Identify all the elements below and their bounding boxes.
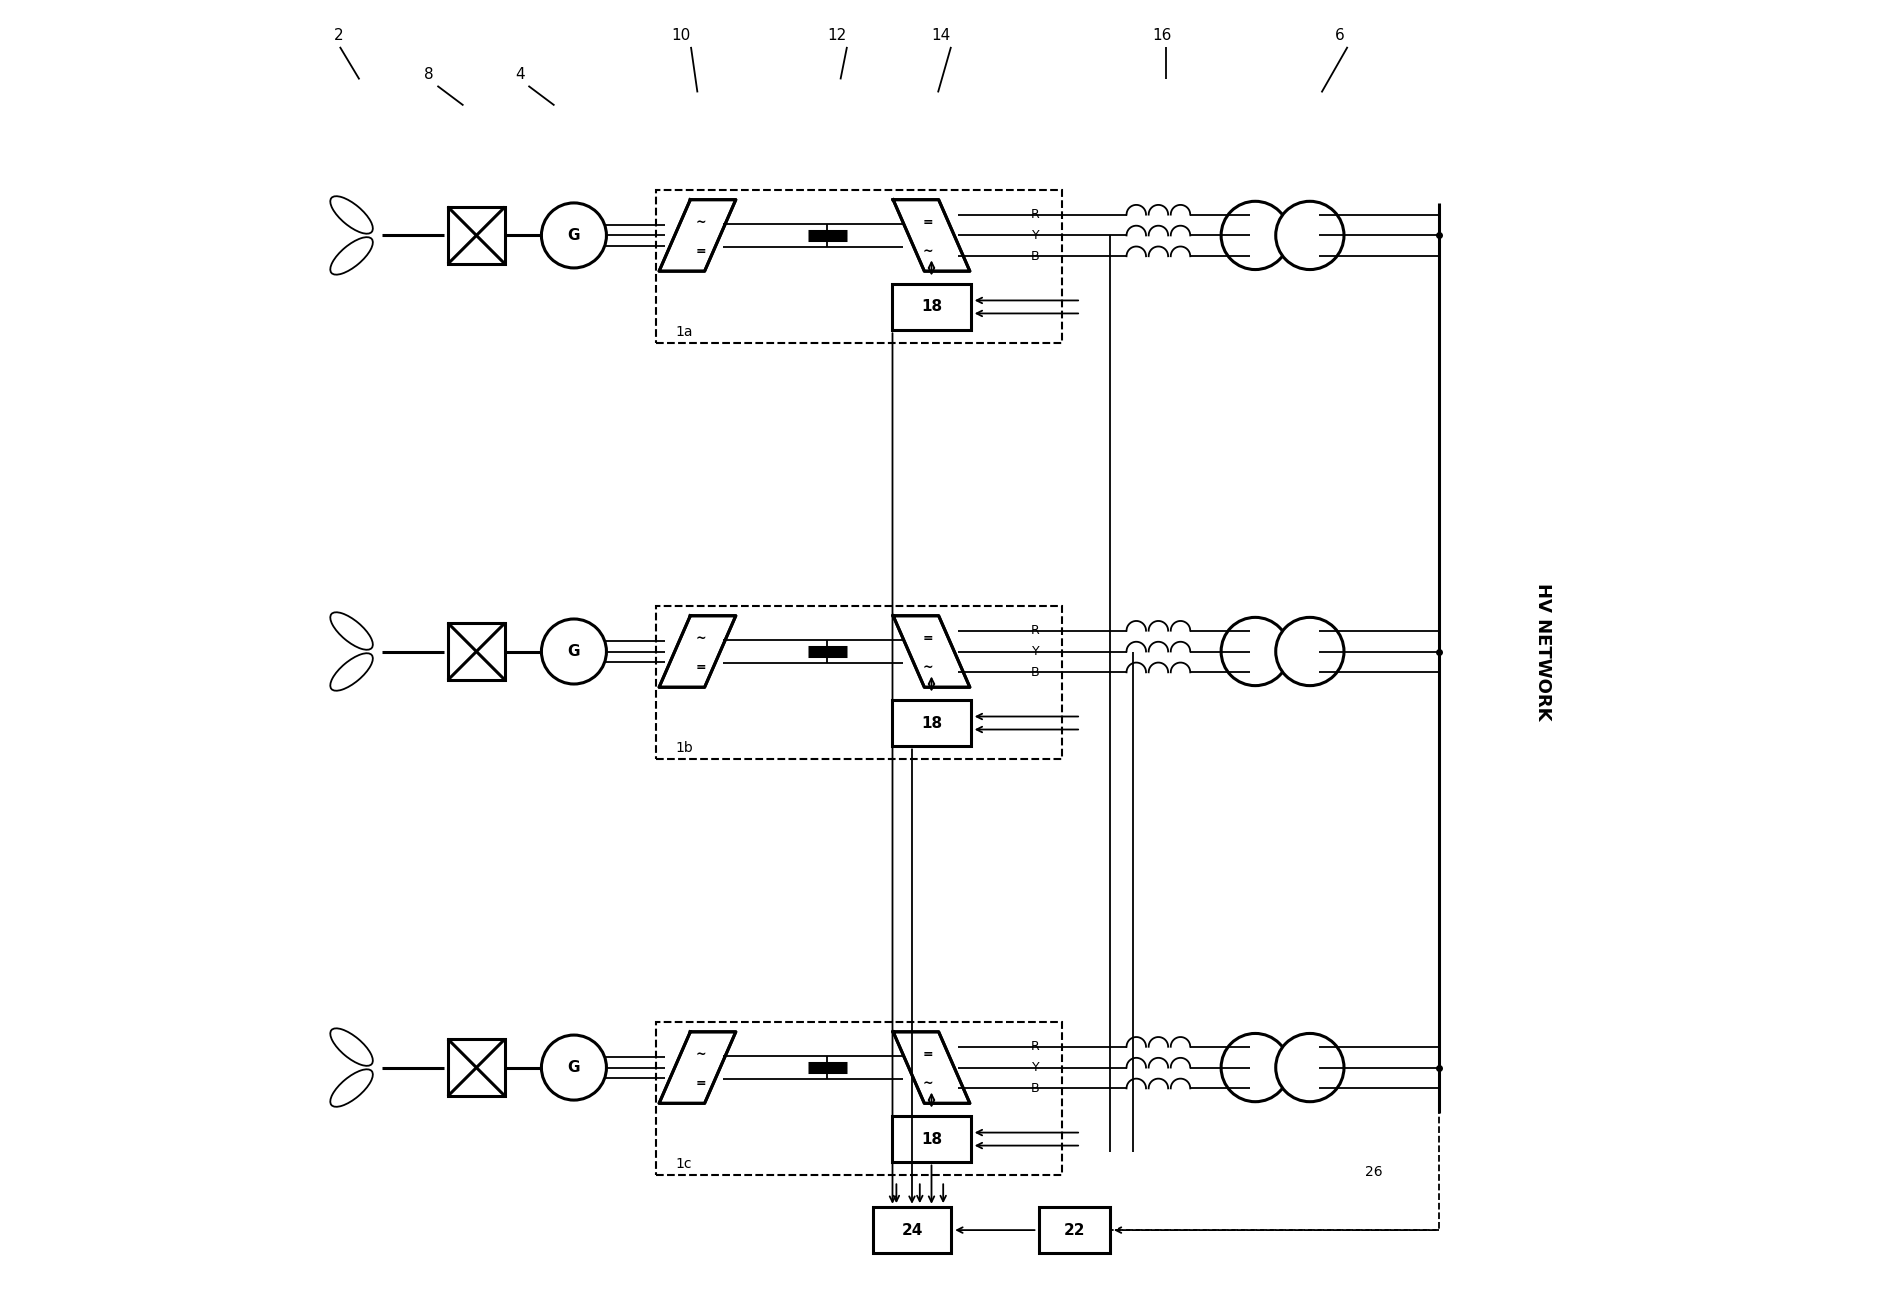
Text: 2: 2 — [332, 29, 344, 43]
Circle shape — [542, 1035, 606, 1100]
Bar — [655, 190, 1062, 343]
Polygon shape — [659, 1032, 737, 1104]
Text: R: R — [1031, 208, 1039, 222]
Text: R: R — [1031, 1040, 1039, 1053]
Text: 22: 22 — [1064, 1222, 1086, 1238]
Text: HV NETWORK: HV NETWORK — [1534, 582, 1551, 721]
Text: 26: 26 — [1364, 1165, 1383, 1179]
Circle shape — [1275, 201, 1343, 270]
Bar — [892, 1117, 971, 1162]
Text: B: B — [1031, 250, 1039, 263]
Text: ~: ~ — [695, 1048, 706, 1061]
Ellipse shape — [331, 237, 372, 275]
Text: G: G — [569, 1061, 580, 1075]
Text: 6: 6 — [1334, 29, 1345, 43]
Text: 18: 18 — [922, 300, 943, 314]
Text: B: B — [1031, 666, 1039, 679]
Bar — [1039, 1208, 1111, 1253]
Bar — [655, 1022, 1062, 1175]
Polygon shape — [659, 616, 737, 687]
Text: ~: ~ — [922, 245, 933, 258]
Ellipse shape — [331, 197, 372, 233]
Text: 8: 8 — [425, 68, 434, 82]
Bar — [448, 207, 504, 265]
Text: =: = — [695, 1076, 706, 1089]
Text: 1c: 1c — [676, 1157, 691, 1171]
Circle shape — [542, 203, 606, 268]
Text: ~: ~ — [695, 632, 706, 645]
Bar — [655, 606, 1062, 758]
Text: 24: 24 — [901, 1222, 922, 1238]
Polygon shape — [659, 199, 737, 271]
Text: Y: Y — [1031, 1061, 1039, 1074]
Polygon shape — [893, 616, 969, 687]
Ellipse shape — [331, 612, 372, 650]
Text: 4: 4 — [516, 68, 525, 82]
Polygon shape — [893, 199, 969, 271]
Text: 12: 12 — [827, 29, 846, 43]
Bar — [448, 623, 504, 680]
Text: ~: ~ — [922, 661, 933, 674]
Text: 1b: 1b — [676, 741, 693, 756]
Text: B: B — [1031, 1081, 1039, 1095]
Text: G: G — [569, 644, 580, 659]
Bar — [448, 1038, 504, 1096]
Text: ~: ~ — [695, 216, 706, 229]
Text: =: = — [922, 632, 933, 645]
Text: G: G — [569, 228, 580, 242]
Bar — [892, 284, 971, 330]
Text: 18: 18 — [922, 715, 943, 731]
Text: 1a: 1a — [676, 326, 693, 339]
Text: =: = — [922, 1048, 933, 1061]
Bar — [873, 1208, 950, 1253]
Circle shape — [1275, 618, 1343, 685]
Ellipse shape — [331, 653, 372, 691]
Text: 10: 10 — [671, 29, 691, 43]
Text: 14: 14 — [931, 29, 950, 43]
Text: Y: Y — [1031, 645, 1039, 658]
Text: Y: Y — [1031, 229, 1039, 242]
Ellipse shape — [331, 1028, 372, 1066]
Circle shape — [1220, 1033, 1290, 1102]
Text: =: = — [695, 661, 706, 674]
Text: 16: 16 — [1152, 29, 1171, 43]
Circle shape — [542, 619, 606, 684]
Text: =: = — [922, 216, 933, 229]
Circle shape — [1275, 1033, 1343, 1102]
Text: 18: 18 — [922, 1131, 943, 1147]
Text: ~: ~ — [922, 1076, 933, 1089]
Ellipse shape — [331, 1070, 372, 1106]
Circle shape — [1220, 201, 1290, 270]
Bar — [892, 700, 971, 745]
Polygon shape — [893, 1032, 969, 1104]
Text: =: = — [695, 245, 706, 258]
Circle shape — [1220, 618, 1290, 685]
Text: R: R — [1031, 624, 1039, 637]
